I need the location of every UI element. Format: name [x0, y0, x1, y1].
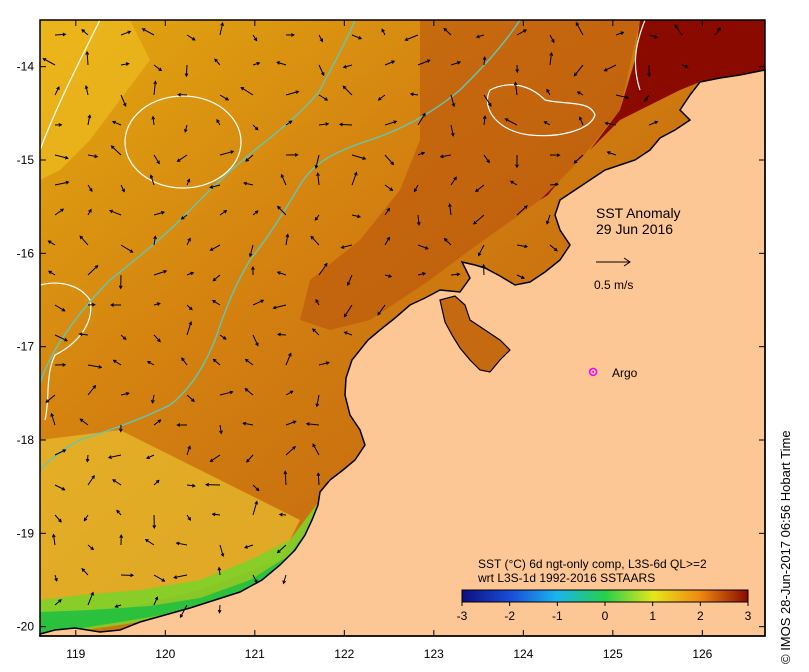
- argo-float-marker: [588, 367, 598, 377]
- lon-tick-label: 125: [603, 647, 623, 661]
- lat-tick-label: -14: [17, 60, 35, 74]
- lat-tick-label: -16: [17, 246, 35, 260]
- colorbar-tick-label: 0: [602, 609, 609, 623]
- argo-label: Argo: [612, 366, 638, 380]
- caption-line-1: SST (°C) 6d ngt-only comp, L3S-6d QL>=2: [478, 557, 707, 571]
- lat-tick-label: -20: [17, 620, 35, 634]
- lat-tick-label: -15: [17, 153, 35, 167]
- lon-tick-label: 123: [424, 647, 444, 661]
- colorbar-tick-label: -3: [457, 609, 468, 623]
- caption-line-2: wrt L3S-1d 1992-2016 SSTAARS: [477, 571, 655, 585]
- high-anomaly-region: [540, 20, 765, 200]
- credit-text: © IMOS 28-Jun-2017 06:56 Hobart Time: [778, 430, 793, 664]
- vector-scale-arrow: [596, 257, 631, 267]
- colorbar-tick-label: 3: [745, 609, 752, 623]
- lon-tick-label: 120: [155, 647, 175, 661]
- lat-tick-label: -19: [17, 526, 35, 540]
- map-date: 29 Jun 2016: [596, 221, 673, 237]
- anomaly-contours: [39, 19, 646, 421]
- colorbar: -3 -2 -1 0 1 2 3: [457, 589, 752, 623]
- lon-tick-label: 124: [513, 647, 533, 661]
- colorbar-tick-label: 1: [649, 609, 656, 623]
- lat-tick-label: -18: [17, 433, 35, 447]
- shelf-isobath: [39, 19, 521, 471]
- vector-scale-label: 0.5 m/s: [594, 278, 633, 292]
- latitude-ticks: -14-15-16-17-18-19-20: [17, 60, 765, 634]
- lon-tick-label: 126: [692, 647, 712, 661]
- map-title: SST Anomaly: [596, 205, 681, 221]
- lat-tick-label: -17: [17, 340, 35, 354]
- map-plot-area: [39, 19, 766, 637]
- land-mass: [39, 69, 766, 637]
- current-vectors: [42, 21, 721, 619]
- lon-tick-label: 121: [245, 647, 265, 661]
- longitude-ticks: 119 120 121 122 123 124 125 126: [66, 20, 713, 661]
- colorbar-tick-label: -2: [504, 609, 515, 623]
- cool-anomaly-strip: [40, 500, 320, 636]
- lon-tick-label: 119: [66, 647, 85, 661]
- lon-tick-label: 122: [334, 647, 354, 661]
- colorbar-tick-label: -1: [552, 609, 563, 623]
- colorbar-tick-label: 2: [697, 609, 704, 623]
